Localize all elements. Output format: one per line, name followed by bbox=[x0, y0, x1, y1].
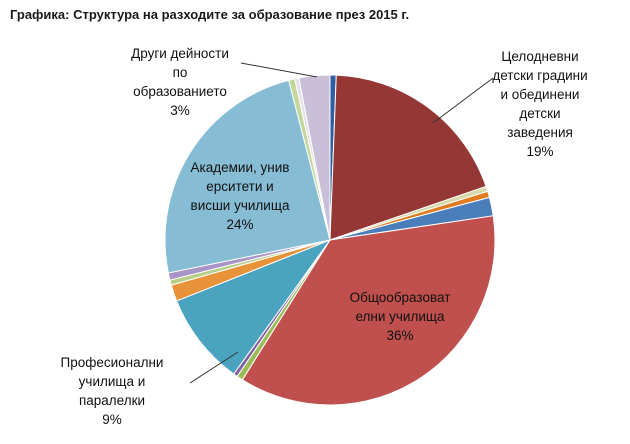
chart-title: Графика: Структура на разходите за образ… bbox=[10, 7, 410, 22]
slice-label-line: Други дейности bbox=[131, 46, 229, 61]
slice-label-1: Целодневни детски градини и обединени детск… bbox=[475, 47, 605, 161]
slice-label-line: висши училища bbox=[190, 198, 290, 213]
leader-line-15 bbox=[240, 62, 318, 78]
slice-label-line: Професионални bbox=[60, 355, 164, 370]
slice-label-line: Целодневни bbox=[501, 49, 579, 64]
slice-label-8: Професионални училища и паралелки 9% bbox=[47, 353, 177, 429]
pie-slice-12 bbox=[164, 79, 331, 274]
slice-label-line: детски bbox=[519, 106, 561, 121]
slice-label-line: Академии, унив bbox=[190, 160, 290, 175]
slice-label-line: ерситети и bbox=[206, 179, 274, 194]
slice-label-percent: 9% bbox=[102, 412, 122, 427]
slice-label-15: Други дейности по образованието 3% bbox=[115, 44, 245, 120]
slice-label-line: елни училища bbox=[355, 309, 445, 324]
pie-slice-1 bbox=[329, 74, 487, 241]
pie-slice-8 bbox=[176, 238, 332, 375]
slice-label-line: образованието bbox=[133, 84, 227, 99]
slice-label-line: училища и bbox=[78, 374, 146, 389]
slice-label-percent: 24% bbox=[226, 217, 254, 232]
slice-label-line: детски градини bbox=[492, 68, 588, 83]
slice-label-percent: 19% bbox=[526, 144, 554, 159]
slice-label-12: Академии, унив ерситети и висши училища 24% bbox=[175, 158, 305, 234]
slice-label-line: по bbox=[172, 65, 188, 80]
pie-slice-5 bbox=[241, 215, 496, 406]
slice-label-5: Общообразоват елни училища 36% bbox=[335, 288, 465, 345]
slice-label-line: и обединени bbox=[500, 87, 580, 102]
slice-label-line: Общообразоват bbox=[349, 290, 451, 305]
leader-line-8 bbox=[189, 351, 239, 384]
pie-slice-15 bbox=[298, 74, 331, 241]
slice-label-line: паралелки bbox=[78, 393, 146, 408]
slice-label-percent: 36% bbox=[386, 328, 414, 343]
leader-line-1 bbox=[432, 77, 494, 124]
slice-label-percent: 3% bbox=[170, 103, 190, 118]
slice-label-line: заведения bbox=[507, 125, 573, 140]
